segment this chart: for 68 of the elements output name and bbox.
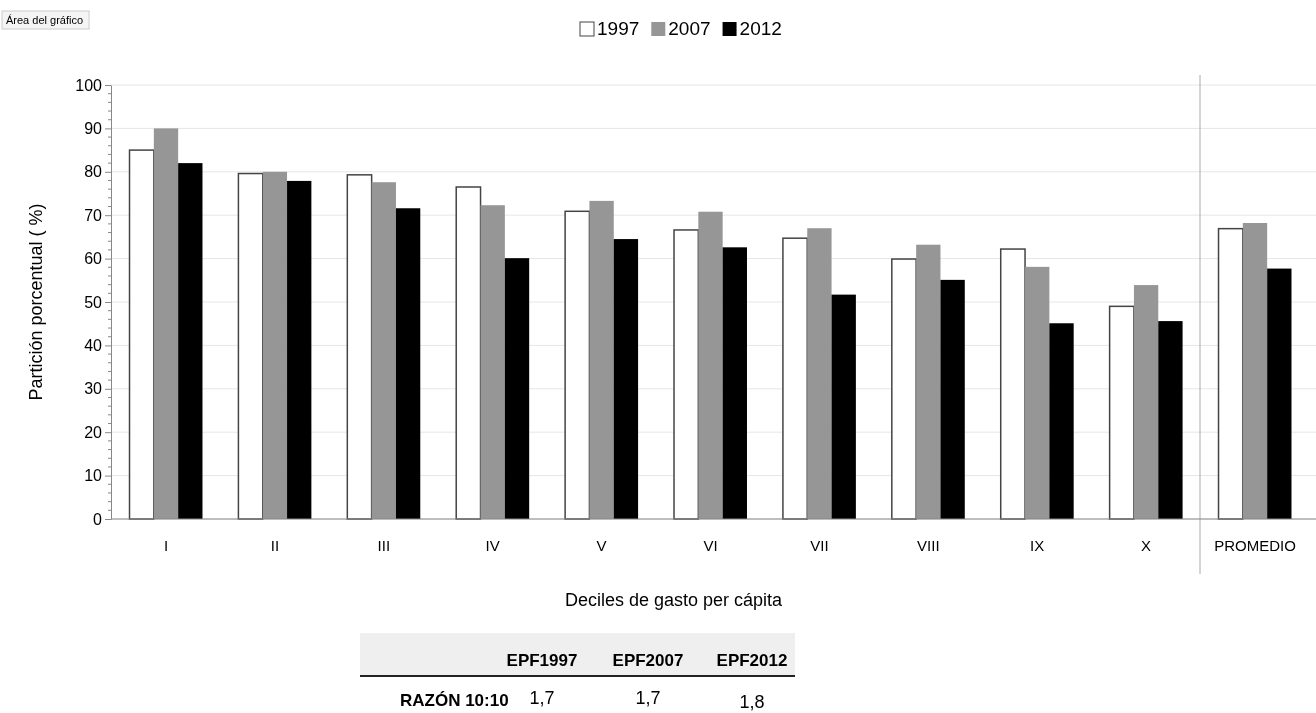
x-tick-label: VI — [703, 536, 718, 554]
bar — [480, 205, 505, 519]
x-tick-label: III — [377, 536, 391, 554]
x-tick-label: I — [163, 536, 169, 554]
y-tick-label: 10 — [84, 467, 103, 485]
bar — [128, 149, 155, 520]
x-axis-title: Deciles de gasto per cápita — [564, 590, 784, 610]
bar — [782, 237, 808, 520]
text: Área del gráfico — [6, 14, 84, 26]
bar — [999, 248, 1026, 520]
y-tick-label: 30 — [84, 380, 103, 398]
bar — [395, 208, 421, 519]
text: RAZÓN 10:10 — [400, 691, 509, 710]
x-tick-label: X — [1141, 536, 1152, 554]
bar — [807, 228, 832, 519]
bar — [589, 200, 614, 519]
x-tick-label: VIII — [917, 536, 940, 554]
bar — [371, 182, 396, 519]
y-tick-label: 40 — [84, 337, 103, 355]
bar — [1108, 305, 1135, 520]
bar — [1242, 223, 1268, 519]
legend-label: 2012 — [739, 18, 782, 39]
legend-label: 2007 — [668, 18, 711, 39]
text: EPF2012 — [716, 651, 788, 670]
y-tick-label: 80 — [84, 163, 103, 181]
bar — [831, 294, 856, 519]
bar — [178, 163, 203, 519]
y-tick-label: 20 — [84, 423, 103, 441]
text: 1,7 — [529, 688, 555, 708]
y-tick-label: 100 — [75, 76, 103, 94]
x-tick-label: IV — [485, 536, 500, 554]
bar — [673, 229, 700, 520]
bar — [1049, 323, 1074, 519]
legend-label: 1997 — [597, 18, 640, 39]
bar — [1158, 321, 1183, 519]
text: EPF1997 — [506, 651, 578, 670]
x-tick-label: IX — [1030, 536, 1045, 554]
y-tick-label: 0 — [93, 510, 103, 528]
x-tick-label: VII — [810, 536, 829, 554]
bar — [722, 247, 747, 519]
x-tick-label: V — [596, 536, 607, 554]
bar — [1217, 227, 1244, 520]
bar — [613, 239, 639, 519]
x-tick-label: II — [270, 536, 280, 554]
bar — [504, 258, 530, 519]
text: 1,8 — [739, 692, 765, 712]
y-tick-label: 60 — [84, 250, 103, 268]
y-axis-title: Partición porcentual ( %) — [26, 203, 46, 401]
text: EPF2007 — [612, 651, 684, 670]
bar — [1267, 268, 1292, 519]
bar — [698, 211, 723, 519]
bar — [455, 186, 482, 520]
bar — [287, 180, 312, 519]
x-tick-label: PROMEDIO — [1214, 536, 1296, 554]
bar — [564, 210, 591, 520]
bar — [1133, 285, 1159, 519]
bar — [891, 258, 917, 520]
bar — [940, 279, 965, 519]
y-tick-label: 70 — [84, 206, 103, 224]
bar — [346, 174, 373, 520]
bar — [237, 172, 264, 520]
bar — [153, 128, 179, 519]
bar — [262, 171, 288, 519]
y-tick-label: 50 — [84, 293, 103, 311]
bar — [916, 244, 941, 519]
bar — [1025, 266, 1050, 519]
y-tick-label: 90 — [84, 120, 103, 138]
text: 1,7 — [635, 688, 661, 708]
